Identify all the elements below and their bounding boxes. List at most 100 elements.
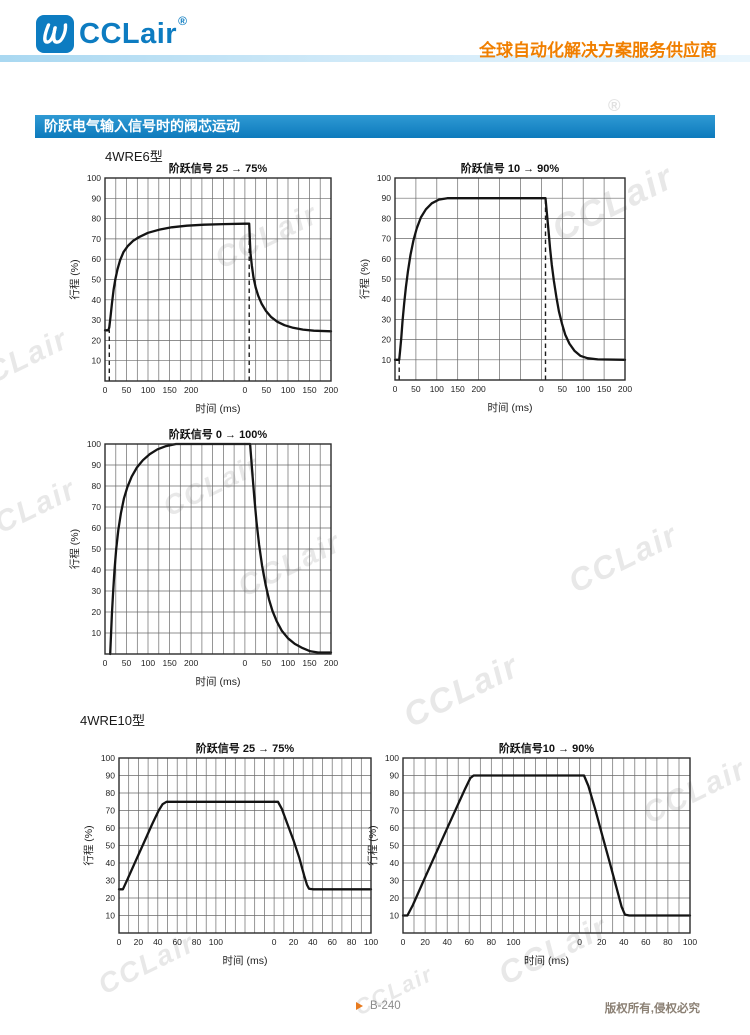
svg-text:100: 100 — [141, 385, 155, 395]
svg-text:70: 70 — [92, 234, 102, 244]
svg-text:150: 150 — [163, 385, 177, 395]
watermark: CCLair — [0, 322, 74, 401]
svg-text:阶跃信号10 → 90%: 阶跃信号10 → 90% — [499, 741, 595, 755]
svg-text:150: 150 — [163, 658, 177, 668]
svg-text:40: 40 — [92, 295, 102, 305]
svg-text:时间 (ms): 时间 (ms) — [488, 401, 533, 414]
svg-text:时间 (ms): 时间 (ms) — [196, 675, 241, 688]
svg-text:60: 60 — [92, 523, 102, 533]
svg-text:150: 150 — [451, 384, 465, 394]
chart-4wre10-step-10-90: 10 20 30 40 50 60 70 80 90 100 0 20 40 60 80 100 0 20 40 60… — [363, 740, 697, 971]
svg-text:10: 10 — [106, 911, 116, 921]
svg-text:100: 100 — [281, 658, 295, 668]
svg-text:90: 90 — [92, 193, 102, 203]
chart-4wre6-step-25-75: 10 20 30 40 50 60 70 80 90 100 0 50 100 150 200 0 50 100 1… — [65, 160, 338, 419]
svg-text:90: 90 — [390, 771, 400, 781]
svg-text:阶跃信号 25 → 75%: 阶跃信号 25 → 75% — [196, 741, 295, 755]
svg-text:时间 (ms): 时间 (ms) — [196, 402, 241, 415]
svg-text:50: 50 — [558, 384, 568, 394]
svg-text:100: 100 — [506, 937, 520, 947]
page-marker-icon — [356, 1002, 363, 1010]
svg-text:100: 100 — [385, 753, 399, 763]
svg-text:40: 40 — [382, 294, 392, 304]
svg-text:30: 30 — [390, 876, 400, 886]
svg-text:行程 (%): 行程 (%) — [68, 529, 81, 569]
svg-text:50: 50 — [92, 544, 102, 554]
chart-4wre6-step-0-100: 10 20 30 40 50 60 70 80 90 100 0 50 100 150 200 0 50 100 1… — [65, 426, 338, 692]
svg-text:10: 10 — [92, 628, 102, 638]
svg-text:100: 100 — [101, 753, 115, 763]
svg-text:阶跃信号 10 → 90%: 阶跃信号 10 → 90% — [461, 161, 560, 175]
svg-text:20: 20 — [420, 937, 430, 947]
svg-text:0: 0 — [103, 385, 108, 395]
cclair-logo: CCLair ® — [35, 14, 187, 54]
svg-text:40: 40 — [390, 858, 400, 868]
svg-text:0: 0 — [539, 384, 544, 394]
svg-text:80: 80 — [92, 481, 102, 491]
svg-text:30: 30 — [382, 314, 392, 324]
svg-text:阶跃信号 25 → 75%: 阶跃信号 25 → 75% — [169, 161, 268, 175]
svg-text:90: 90 — [382, 193, 392, 203]
svg-text:70: 70 — [106, 806, 116, 816]
svg-text:20: 20 — [289, 937, 299, 947]
svg-text:0: 0 — [243, 385, 248, 395]
svg-text:80: 80 — [663, 937, 673, 947]
svg-text:70: 70 — [382, 234, 392, 244]
svg-text:100: 100 — [377, 173, 391, 183]
svg-text:10: 10 — [92, 356, 102, 366]
svg-text:200: 200 — [618, 384, 632, 394]
watermark: CCLair — [562, 516, 684, 600]
svg-text:0: 0 — [393, 384, 398, 394]
svg-text:阶跃信号 0 → 100%: 阶跃信号 0 → 100% — [169, 427, 268, 441]
svg-text:70: 70 — [390, 806, 400, 816]
svg-text:50: 50 — [262, 385, 272, 395]
logo-registered-mark: ® — [178, 14, 187, 28]
svg-text:90: 90 — [106, 771, 116, 781]
svg-text:30: 30 — [106, 876, 116, 886]
svg-text:200: 200 — [184, 658, 198, 668]
svg-text:80: 80 — [106, 788, 116, 798]
model-label-4wre6: 4WRE6型 — [105, 149, 163, 164]
svg-text:时间 (ms): 时间 (ms) — [524, 954, 569, 967]
section-title-bar: 阶跃电气输入信号时的阀芯运动 — [35, 115, 715, 138]
svg-text:70: 70 — [92, 502, 102, 512]
svg-text:10: 10 — [382, 355, 392, 365]
model-label-4wre10: 4WRE10型 — [80, 713, 146, 728]
svg-text:60: 60 — [327, 937, 337, 947]
svg-text:行程 (%): 行程 (%) — [68, 259, 81, 299]
svg-text:200: 200 — [472, 384, 486, 394]
svg-text:20: 20 — [390, 893, 400, 903]
svg-text:30: 30 — [92, 586, 102, 596]
chart-4wre10-step-25-75: 10 20 30 40 50 60 70 80 90 100 0 20 40 60 80 100 0 20 40 60… — [79, 740, 378, 971]
svg-text:50: 50 — [122, 385, 132, 395]
svg-text:0: 0 — [103, 658, 108, 668]
svg-text:50: 50 — [382, 274, 392, 284]
svg-text:时间 (ms): 时间 (ms) — [223, 954, 268, 967]
header-divider — [0, 55, 750, 62]
watermark-registered-mark: ® — [608, 96, 621, 115]
svg-text:50: 50 — [262, 658, 272, 668]
svg-text:50: 50 — [390, 841, 400, 851]
svg-text:100: 100 — [281, 385, 295, 395]
svg-text:150: 150 — [597, 384, 611, 394]
svg-text:90: 90 — [92, 460, 102, 470]
svg-text:60: 60 — [382, 254, 392, 264]
svg-text:80: 80 — [487, 937, 497, 947]
svg-text:80: 80 — [390, 788, 400, 798]
svg-text:20: 20 — [92, 335, 102, 345]
svg-text:60: 60 — [641, 937, 651, 947]
svg-text:150: 150 — [302, 658, 316, 668]
logo-text: CCLair — [79, 18, 178, 50]
svg-text:80: 80 — [382, 213, 392, 223]
svg-text:行程 (%): 行程 (%) — [358, 259, 371, 299]
copyright-text: 版权所有,侵权必究 — [604, 1003, 700, 1015]
watermark: CCLair — [397, 646, 526, 736]
svg-text:0: 0 — [577, 937, 582, 947]
svg-text:40: 40 — [92, 565, 102, 575]
svg-text:30: 30 — [92, 315, 102, 325]
header-tagline: 全球自动化解决方案服务供应商 — [479, 41, 717, 60]
svg-text:40: 40 — [442, 937, 452, 947]
svg-text:40: 40 — [153, 937, 163, 947]
svg-text:80: 80 — [192, 937, 202, 947]
svg-text:40: 40 — [619, 937, 629, 947]
